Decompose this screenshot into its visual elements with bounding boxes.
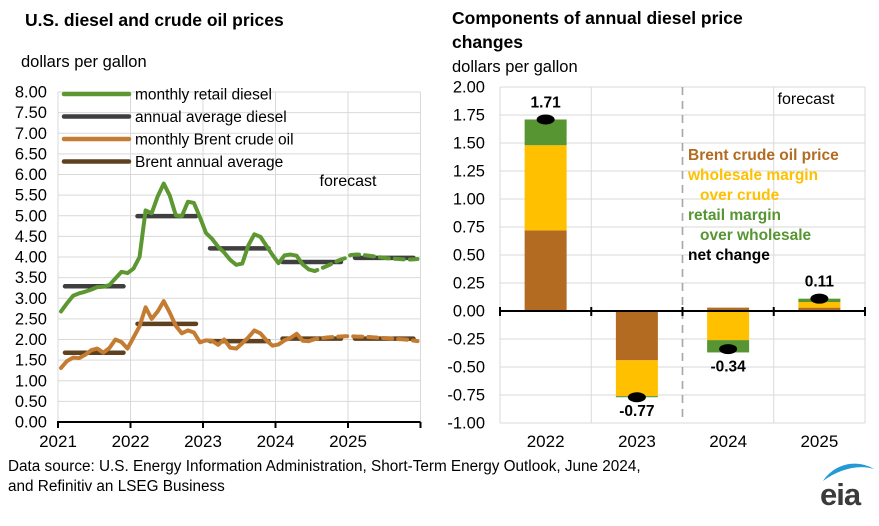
component-legend: Brent crude oil price wholesale margin ove…	[687, 147, 839, 264]
svg-text:Brent crude oil price: Brent crude oil price	[688, 147, 839, 164]
zero-axis	[499, 307, 866, 316]
svg-text:1.75: 1.75	[453, 107, 485, 125]
svg-text:6.00: 6.00	[15, 166, 47, 184]
forecast-label: forecast	[778, 91, 835, 108]
bar-segment	[707, 311, 750, 341]
svg-text:0.11: 0.11	[805, 274, 835, 291]
net-change-labels: 1.71 -0.77 -0.34 0.11	[531, 94, 835, 420]
bar-segment	[798, 302, 841, 308]
diesel-crude-line-chart: 8.00 7.50 7.00 6.50 6.00 5.50 5.00 4.50 4.00 3.50…	[15, 84, 422, 451]
svg-text:5.00: 5.00	[15, 207, 47, 225]
svg-text:0.75: 0.75	[453, 219, 485, 237]
bar-segment	[524, 230, 567, 311]
svg-text:annual average diesel: annual average diesel	[135, 109, 287, 126]
svg-text:-0.34: -0.34	[710, 358, 746, 375]
eia-logo: eia	[820, 463, 874, 512]
svg-text:over wholesale: over wholesale	[700, 227, 812, 244]
svg-text:2.50: 2.50	[15, 310, 47, 328]
svg-text:2024: 2024	[257, 432, 295, 451]
svg-text:0.50: 0.50	[15, 393, 47, 411]
svg-text:1.50: 1.50	[453, 135, 485, 153]
svg-text:2022: 2022	[527, 432, 565, 451]
data-source-line2: and Refinitiv an LSEG Business	[8, 478, 225, 495]
svg-text:4.00: 4.00	[15, 249, 47, 267]
svg-text:7.50: 7.50	[15, 104, 47, 122]
y-axis-labels: 2.00 1.75 1.50 1.25 1.00 0.75 0.50 0.25 0.00 -0.2…	[447, 80, 485, 433]
svg-text:6.50: 6.50	[15, 145, 47, 163]
svg-text:forecast: forecast	[320, 173, 377, 190]
svg-text:2022: 2022	[112, 432, 150, 451]
eia-logo-swoosh-icon	[823, 463, 874, 481]
data-source-line1: Data source: U.S. Energy Information Adm…	[8, 458, 641, 475]
svg-text:net change: net change	[688, 247, 770, 264]
svg-text:8.00: 8.00	[15, 84, 47, 102]
monthly-series-lines	[59, 181, 420, 370]
svg-text:monthly retail diesel: monthly retail diesel	[135, 87, 272, 104]
svg-text:4.50: 4.50	[15, 228, 47, 246]
svg-text:2.00: 2.00	[453, 80, 485, 97]
price-change-components-bar-chart: 2.00 1.75 1.50 1.25 1.00 0.75 0.50 0.25 0.00 -0.2…	[447, 80, 866, 451]
line-chart-legend: monthly retail diesel annual average dies…	[61, 87, 294, 171]
svg-text:1.25: 1.25	[453, 163, 485, 181]
svg-text:wholesale margin: wholesale margin	[687, 167, 818, 184]
svg-text:1.00: 1.00	[453, 191, 485, 209]
svg-text:-0.75: -0.75	[447, 387, 485, 405]
bar-segment	[707, 307, 750, 311]
svg-text:-0.77: -0.77	[619, 403, 654, 420]
bar-segment	[615, 311, 658, 361]
svg-text:0.25: 0.25	[453, 275, 485, 293]
svg-text:2025: 2025	[800, 432, 838, 451]
left-chart-title: U.S. diesel and crude oil prices	[25, 10, 284, 30]
svg-text:2021: 2021	[39, 432, 77, 451]
svg-text:-0.25: -0.25	[447, 331, 485, 349]
svg-text:1.71: 1.71	[531, 94, 562, 111]
net-change-dots	[536, 114, 829, 403]
svg-text:2024: 2024	[709, 432, 747, 451]
x-axis-labels: 2022 2023 2024 2025	[527, 432, 839, 451]
bar-segment	[524, 145, 567, 231]
svg-text:2025: 2025	[329, 432, 367, 451]
svg-text:Brent annual average: Brent annual average	[135, 154, 283, 171]
svg-text:5.50: 5.50	[15, 187, 47, 205]
svg-text:0.00: 0.00	[453, 303, 485, 321]
svg-text:0.00: 0.00	[15, 414, 47, 432]
forecast-label: forecast	[320, 173, 377, 190]
svg-text:2.00: 2.00	[15, 331, 47, 349]
svg-text:2023: 2023	[618, 432, 656, 451]
bar-segment	[798, 307, 841, 311]
svg-text:3.50: 3.50	[15, 269, 47, 287]
svg-text:3.00: 3.00	[15, 290, 47, 308]
svg-text:-0.50: -0.50	[447, 359, 485, 377]
x-axis-labels: 2021 2022 2023 2024 2025	[39, 432, 367, 451]
y-axis-labels: 8.00 7.50 7.00 6.50 6.00 5.50 5.00 4.50 4.00 3.50…	[15, 84, 47, 432]
svg-text:over crude: over crude	[700, 187, 780, 204]
svg-text:0.50: 0.50	[453, 247, 485, 265]
svg-text:2023: 2023	[184, 432, 222, 451]
right-chart-units-label: dollars per gallon	[452, 58, 578, 76]
svg-text:forecast: forecast	[778, 91, 835, 108]
right-chart-title: Components of annual diesel price change…	[452, 8, 743, 52]
stacked-bars	[524, 119, 841, 398]
svg-text:1.00: 1.00	[15, 372, 47, 390]
svg-text:-1.00: -1.00	[447, 415, 485, 433]
svg-text:1.50: 1.50	[15, 352, 47, 370]
svg-text:retail margin: retail margin	[688, 207, 781, 224]
x-axis	[57, 421, 422, 428]
bar-segment	[615, 360, 658, 397]
left-chart-units-label: dollars per gallon	[21, 53, 147, 71]
svg-text:7.00: 7.00	[15, 125, 47, 143]
data-source-footer: Data source: U.S. Energy Information Adm…	[8, 457, 641, 497]
eia-logo-text: eia	[820, 477, 862, 512]
svg-text:monthly Brent crude oil: monthly Brent crude oil	[135, 132, 294, 149]
